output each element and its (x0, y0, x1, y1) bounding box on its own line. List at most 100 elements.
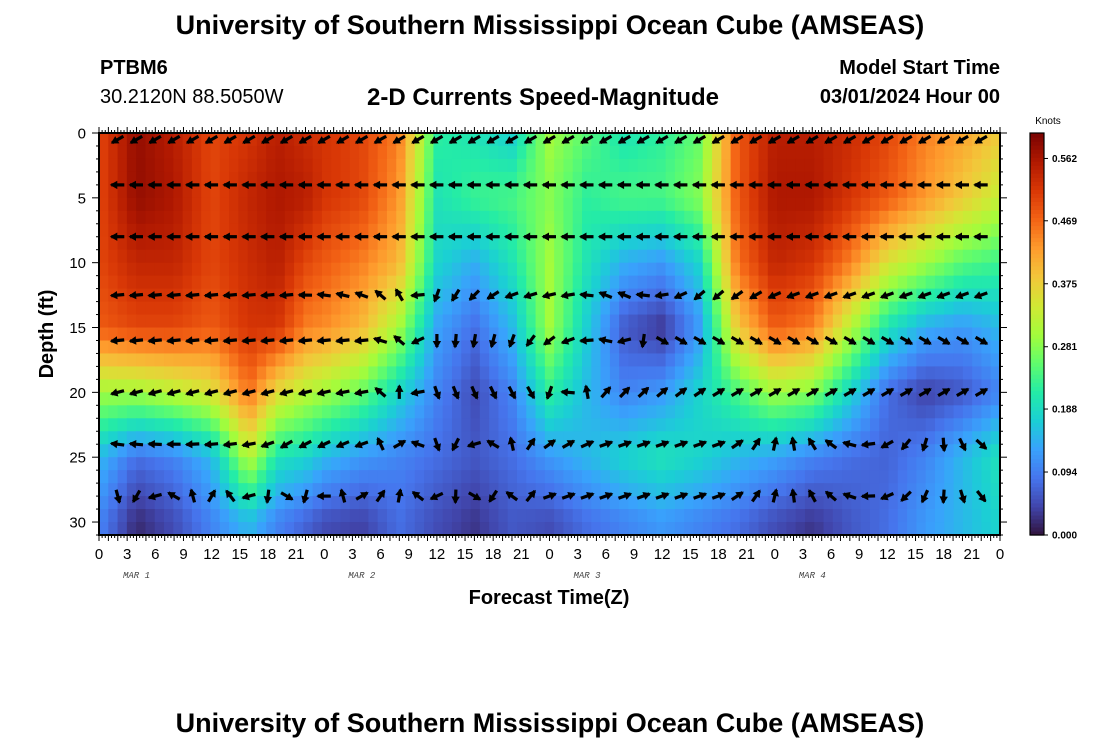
heatmap-cell (674, 405, 685, 419)
heatmap-cell (386, 133, 397, 147)
heatmap-cell (665, 210, 676, 225)
heatmap-cell (479, 522, 490, 535)
heatmap-cell (554, 249, 565, 264)
arrow-head (472, 492, 482, 501)
heatmap-cell (414, 522, 425, 535)
heatmap-cell (563, 353, 574, 368)
heatmap-cell (925, 288, 936, 303)
current-arrow (617, 291, 632, 300)
heatmap-cell (99, 327, 109, 342)
heatmap-cell (572, 210, 583, 225)
heatmap-cell (191, 353, 202, 368)
arrow-head (935, 180, 944, 190)
heatmap-cell (238, 145, 249, 160)
heatmap-cell (628, 522, 639, 535)
heatmap-cell (284, 184, 295, 199)
heatmap-cell (851, 171, 862, 186)
heatmap-cell (321, 405, 332, 419)
heatmap-cell (702, 288, 713, 303)
heatmap-cell (544, 496, 555, 510)
heatmap-cell (405, 236, 416, 251)
x-tick-label: 18 (710, 546, 727, 563)
heatmap-cell (191, 314, 202, 329)
heatmap-cell (712, 353, 722, 368)
heatmap-cell (247, 133, 258, 147)
arrow-head (958, 442, 967, 452)
heatmap-cell (916, 314, 927, 329)
heatmap-cell (396, 145, 407, 160)
heatmap-cell (665, 314, 676, 329)
heatmap-cell (256, 236, 267, 251)
heatmap-cell (944, 249, 955, 264)
heatmap-cell (777, 236, 787, 251)
heatmap-cell (684, 340, 695, 355)
heatmap-cell (684, 522, 695, 535)
heatmap-cell (823, 171, 834, 186)
heatmap-cell (814, 405, 825, 419)
heatmap-cell (173, 327, 184, 342)
heatmap-cell (229, 470, 239, 484)
heatmap-cell (554, 197, 565, 212)
heatmap-cell (721, 171, 732, 186)
heatmap-cell (897, 522, 908, 535)
heatmap-cell (907, 158, 917, 173)
heatmap-cell (535, 197, 546, 212)
heatmap-cell (674, 444, 685, 458)
heatmap-cell (739, 392, 750, 406)
heatmap-cell (126, 431, 137, 445)
heatmap-cell (247, 496, 258, 510)
heatmap-cell (368, 379, 379, 393)
heatmap-cell (433, 145, 444, 160)
heatmap-cell (721, 353, 732, 368)
current-arrow (259, 232, 275, 241)
arrow-head (880, 136, 889, 144)
heatmap-cell (433, 444, 444, 458)
heatmap-cell (461, 392, 472, 406)
heatmap-cell (433, 236, 444, 251)
current-arrow (166, 440, 181, 449)
heatmap-cell (535, 210, 546, 225)
heatmap-cell (136, 366, 147, 380)
arrow-head (936, 291, 945, 300)
heatmap-cell (386, 418, 397, 432)
heatmap-cell (275, 405, 286, 419)
heatmap-cell (990, 314, 1000, 329)
heatmap-cell (944, 366, 955, 380)
heatmap-cell (972, 197, 983, 212)
heatmap-cell (842, 405, 852, 419)
heatmap-cell (386, 379, 397, 393)
arrow-head (735, 491, 744, 500)
heatmap-cell (312, 158, 323, 173)
current-arrow (184, 232, 200, 241)
heatmap-cell (619, 340, 630, 355)
heatmap-cell (461, 301, 472, 316)
heatmap-cell (479, 340, 490, 355)
current-arrow (918, 134, 932, 145)
x-tick-label: 15 (231, 546, 248, 563)
heatmap-cell (888, 392, 899, 406)
heatmap-cell (303, 145, 314, 160)
heatmap-cell (665, 133, 676, 147)
heatmap-cell (117, 509, 128, 523)
colorbar-band (1030, 197, 1044, 202)
colorbar-band (1030, 257, 1044, 263)
heatmap-cell (925, 431, 936, 445)
heatmap-cell (656, 405, 667, 419)
heatmap-cell (368, 288, 379, 303)
colorbar-band (1030, 165, 1044, 170)
heatmap-cell (786, 262, 797, 277)
heatmap-cell (832, 197, 843, 212)
heatmap-cell (674, 197, 685, 212)
heatmap-cell (600, 340, 611, 355)
heatmap-cell (730, 457, 741, 471)
heatmap-cell (507, 184, 518, 199)
arrow-head (451, 391, 460, 400)
heatmap-cell (665, 158, 676, 173)
colorbar-tick-label: 0.281 (1052, 342, 1077, 353)
heatmap-cell (693, 145, 704, 160)
arrow-head (754, 337, 763, 345)
x-tick-label: 3 (123, 546, 131, 563)
current-arrow (616, 232, 632, 241)
heatmap-cell (451, 236, 462, 251)
heatmap-cell (117, 197, 128, 212)
